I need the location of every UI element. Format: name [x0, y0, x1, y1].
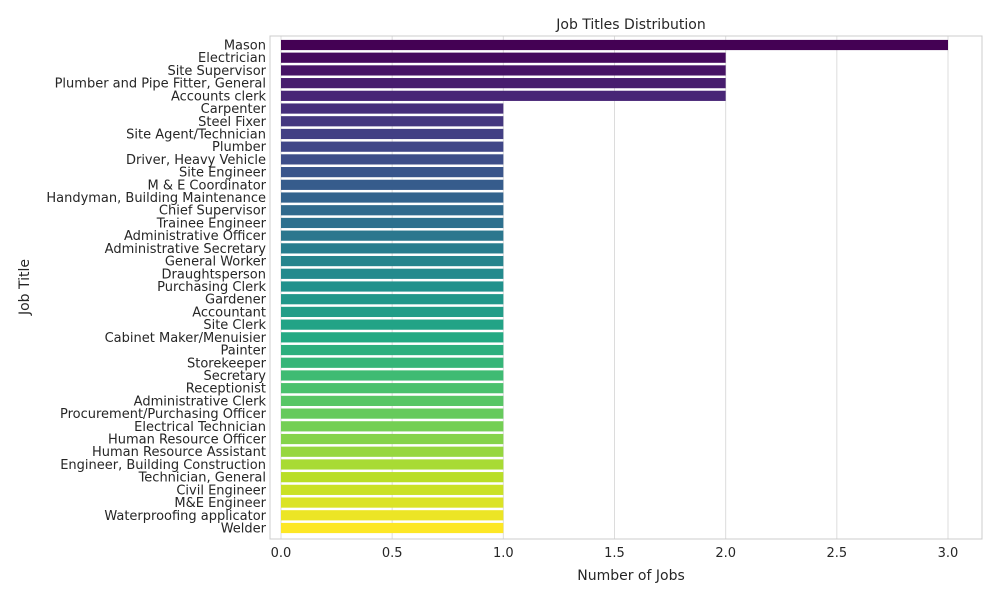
x-tick-label: 0.0 [271, 546, 292, 561]
bar [281, 230, 504, 241]
y-tick-label: Human Resource Assistant [92, 445, 266, 460]
bar [281, 459, 504, 470]
bar [281, 497, 504, 508]
bar [281, 472, 504, 483]
x-tick-label: 3.0 [938, 546, 959, 561]
bar [281, 446, 504, 457]
y-tick-label: Storekeeper [187, 356, 267, 371]
y-tick-label: Driver, Heavy Vehicle [126, 153, 266, 168]
y-tick-label: M & E Coordinator [147, 178, 266, 193]
bar [281, 370, 504, 381]
y-tick-label: General Worker [165, 255, 267, 270]
y-tick-label: Accounts clerk [171, 89, 266, 104]
bar [281, 192, 504, 203]
bar [281, 39, 948, 51]
bar [281, 65, 726, 76]
bar [281, 90, 726, 101]
x-tick-label: 1.5 [604, 546, 625, 561]
y-tick-label: Civil Engineer [176, 483, 266, 498]
y-tick-label: Draughtsperson [162, 267, 266, 282]
y-tick-label: Site Agent/Technician [126, 127, 266, 142]
bar [281, 395, 504, 406]
plot-border [269, 35, 983, 540]
bar [281, 294, 504, 305]
bar [281, 510, 504, 521]
y-tick-label: Carpenter [201, 102, 267, 117]
y-tick-label: Engineer, Building Construction [60, 458, 266, 473]
y-tick-label: Steel Fixer [198, 115, 267, 130]
y-tick-label: Administrative Officer [124, 229, 267, 244]
x-tick-label: 1.0 [493, 546, 514, 561]
y-tick-label: Procurement/Purchasing Officer [60, 407, 267, 422]
y-tick-label: Cabinet Maker/Menuisier [105, 331, 267, 346]
bar [281, 319, 504, 330]
bar [281, 383, 504, 394]
bar [281, 433, 504, 445]
y-tick-label: Site Supervisor [167, 64, 266, 79]
y-tick-label: Electrical Technician [134, 420, 266, 435]
bars [281, 39, 948, 534]
y-tick-label: Site Engineer [179, 166, 267, 181]
x-tick-label: 2.5 [826, 546, 847, 561]
bar [281, 522, 504, 534]
x-tick-label: 0.5 [382, 546, 403, 561]
y-tick-label: Accountant [192, 305, 266, 320]
y-tick-label: Purchasing Clerk [157, 280, 266, 295]
y-tick-label: Electrician [198, 51, 266, 66]
chart-title: Job Titles Distribution [555, 17, 705, 33]
y-tick-label: Waterproofing applicator [104, 509, 266, 524]
y-tick-label: Administrative Clerk [134, 394, 267, 409]
y-tick-label: Plumber [212, 140, 267, 155]
bar [281, 281, 504, 292]
bar [281, 243, 504, 254]
y-tick-label: M&E Engineer [174, 496, 266, 511]
y-axis-title: Job Title [17, 259, 33, 316]
y-tick-label: Handyman, Building Maintenance [46, 191, 266, 206]
bar [281, 255, 504, 267]
y-tick-label: Chief Supervisor [159, 204, 267, 219]
bar [281, 52, 726, 63]
x-axis-title: Number of Jobs [577, 568, 685, 584]
bar [281, 154, 504, 165]
bar [281, 217, 504, 229]
bar [281, 205, 504, 216]
bar [281, 344, 504, 356]
bar [281, 167, 504, 178]
bar [281, 357, 504, 368]
y-tick-label: Gardener [205, 293, 267, 308]
y-tick-label: Site Clerk [203, 318, 266, 333]
x-tick-label: 2.0 [715, 546, 736, 561]
bar [281, 306, 504, 318]
y-tick-label: Plumber and Pipe Fitter, General [55, 77, 266, 92]
y-tick-label: Trainee Engineer [156, 216, 267, 231]
bar [281, 484, 504, 495]
bar [281, 268, 504, 279]
bar [281, 116, 504, 127]
plot-frame [269, 35, 983, 540]
bar [281, 179, 504, 190]
y-tick-label: Secretary [203, 369, 266, 384]
bar [281, 332, 504, 343]
y-tick-label: Technician, General [138, 471, 266, 486]
y-tick-label: Human Resource Officer [108, 433, 267, 448]
x-tick-labels: 0.0 0.5 1.0 1.5 2.0 2.5 3.0 [271, 546, 959, 561]
bar [281, 408, 504, 419]
bar [281, 103, 504, 114]
bar [281, 78, 726, 89]
bar [281, 421, 504, 432]
bar [281, 141, 504, 152]
y-tick-label: Administrative Secretary [105, 242, 267, 257]
y-tick-label: Painter [220, 344, 266, 359]
y-tick-label: Welder [221, 522, 267, 537]
bar [281, 128, 504, 140]
y-tick-label: Mason [224, 39, 266, 54]
y-tick-label: Receptionist [186, 382, 266, 397]
